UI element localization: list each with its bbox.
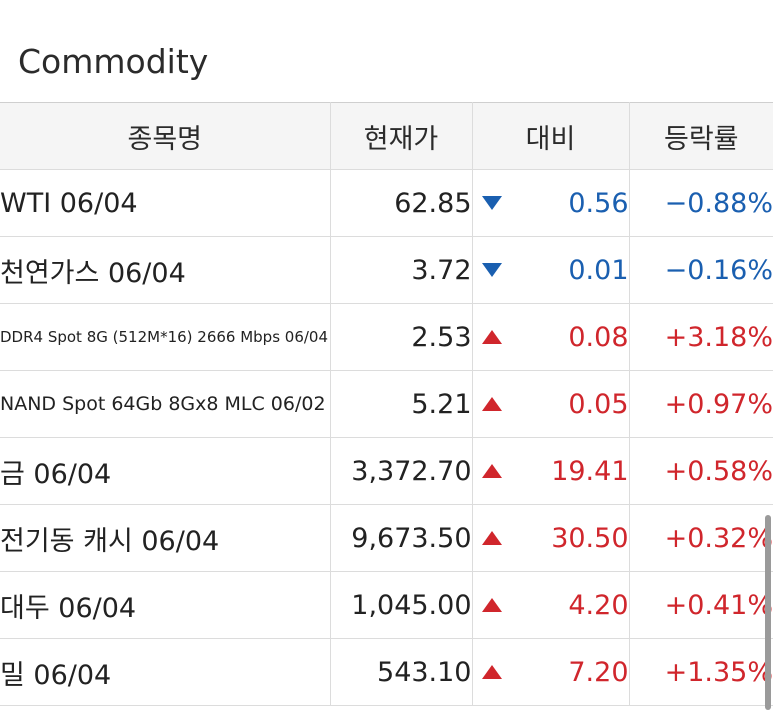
- commodity-name[interactable]: 전기동 캐시 06/04: [0, 504, 331, 572]
- column-header-change[interactable]: 대비: [471, 102, 630, 170]
- price-change: 0.05: [471, 370, 630, 438]
- change-rate: +0.32%: [628, 504, 773, 572]
- price-change: 4.20: [471, 571, 630, 639]
- change-rate: +3.18%: [628, 303, 773, 371]
- column-header-price[interactable]: 현재가: [329, 102, 473, 170]
- commodity-name[interactable]: 대두 06/04: [0, 571, 331, 639]
- commodity-name[interactable]: 밀 06/04: [0, 638, 331, 706]
- commodity-name[interactable]: 금 06/04: [0, 437, 331, 505]
- table-row[interactable]: 대두 06/04 1,045.00 4.20 +0.41%: [0, 571, 773, 639]
- change-value: 0.56: [568, 187, 629, 219]
- triangle-down-icon: [481, 263, 502, 277]
- triangle-up-icon: [481, 464, 502, 478]
- price-change: 0.56: [471, 169, 630, 237]
- section-title: Commodity: [18, 42, 209, 81]
- current-price: 5.21: [329, 370, 473, 438]
- column-header-name[interactable]: 종목명: [0, 102, 331, 170]
- price-change: 7.20: [471, 638, 630, 706]
- column-header-rate[interactable]: 등락률: [628, 102, 773, 170]
- table-row[interactable]: WTI 06/04 62.85 0.56 −0.88%: [0, 169, 773, 237]
- change-value: 7.20: [568, 656, 629, 688]
- triangle-up-icon: [481, 531, 502, 545]
- change-value: 19.41: [551, 455, 629, 487]
- table-row[interactable]: DDR4 Spot 8G (512M*16) 2666 Mbps 06/04 2…: [0, 303, 773, 371]
- change-value: 0.08: [568, 321, 629, 353]
- commodity-name[interactable]: NAND Spot 64Gb 8Gx8 MLC 06/02: [0, 370, 331, 438]
- current-price: 62.85: [329, 169, 473, 237]
- change-rate: −0.16%: [628, 236, 773, 304]
- change-value: 4.20: [568, 589, 629, 621]
- change-value: 0.01: [568, 254, 629, 286]
- triangle-up-icon: [481, 665, 502, 679]
- table-row[interactable]: 밀 06/04 543.10 7.20 +1.35%: [0, 638, 773, 706]
- change-rate: −0.88%: [628, 169, 773, 237]
- current-price: 3,372.70: [329, 437, 473, 505]
- change-value: 30.50: [551, 522, 629, 554]
- commodity-name[interactable]: DDR4 Spot 8G (512M*16) 2666 Mbps 06/04: [0, 303, 331, 371]
- current-price: 3.72: [329, 236, 473, 304]
- table-row[interactable]: 금 06/04 3,372.70 19.41 +0.58%: [0, 437, 773, 505]
- change-rate: +0.41%: [628, 571, 773, 639]
- table-row[interactable]: NAND Spot 64Gb 8Gx8 MLC 06/02 5.21 0.05 …: [0, 370, 773, 438]
- price-change: 0.01: [471, 236, 630, 304]
- current-price: 1,045.00: [329, 571, 473, 639]
- change-rate: +0.97%: [628, 370, 773, 438]
- price-change: 0.08: [471, 303, 630, 371]
- table-row[interactable]: 천연가스 06/04 3.72 0.01 −0.16%: [0, 236, 773, 304]
- commodity-name[interactable]: 천연가스 06/04: [0, 236, 331, 304]
- price-change: 30.50: [471, 504, 630, 572]
- triangle-up-icon: [481, 598, 502, 612]
- triangle-up-icon: [481, 330, 502, 344]
- change-rate: +1.35%: [628, 638, 773, 706]
- table-header-row: 종목명 현재가 대비 등락률: [0, 102, 773, 170]
- current-price: 543.10: [329, 638, 473, 706]
- table-row[interactable]: 전기동 캐시 06/04 9,673.50 30.50 +0.32%: [0, 504, 773, 572]
- current-price: 2.53: [329, 303, 473, 371]
- triangle-down-icon: [481, 196, 502, 210]
- change-rate: +0.58%: [628, 437, 773, 505]
- current-price: 9,673.50: [329, 504, 473, 572]
- scrollbar[interactable]: [765, 515, 771, 710]
- triangle-up-icon: [481, 397, 502, 411]
- price-change: 19.41: [471, 437, 630, 505]
- commodity-table: 종목명 현재가 대비 등락률 WTI 06/04 62.85 0.56 −0.8…: [0, 102, 773, 706]
- commodity-name[interactable]: WTI 06/04: [0, 169, 331, 237]
- change-value: 0.05: [568, 388, 629, 420]
